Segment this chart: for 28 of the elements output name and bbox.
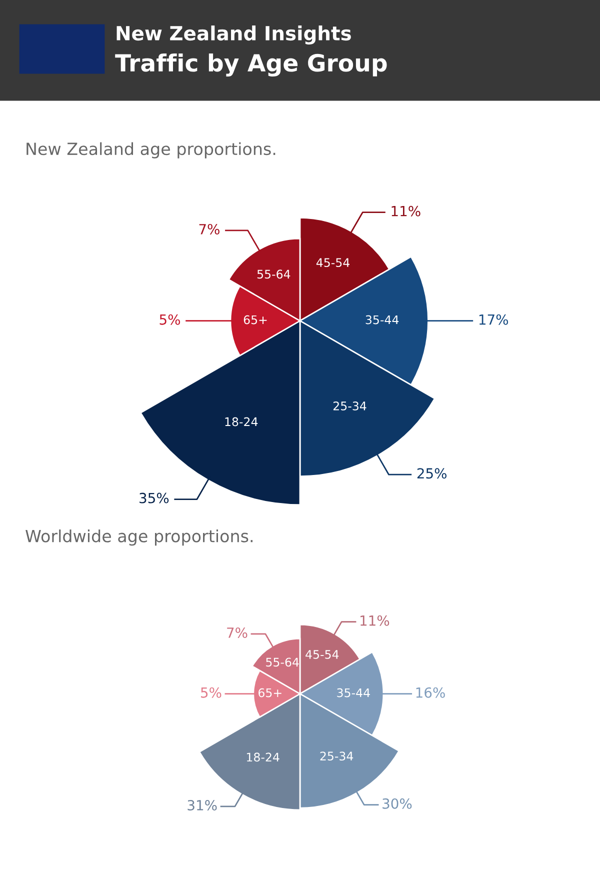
category-label: 65+ xyxy=(244,315,267,324)
category-label: 18-24 xyxy=(225,417,258,426)
text: New Zealand age proportions. xyxy=(26,142,276,158)
category-label: 35-44 xyxy=(366,315,399,324)
category-label: 18-24 xyxy=(246,752,280,762)
data-label: 30% xyxy=(382,798,412,809)
category-label: 45-54 xyxy=(316,258,350,268)
data-label: 35% xyxy=(140,492,169,504)
category-label: 65+ xyxy=(258,688,282,698)
data-label: 17% xyxy=(479,314,508,325)
data-label: 7% xyxy=(199,224,220,234)
category-label: 55-64 xyxy=(257,270,290,279)
data-label: 31% xyxy=(188,800,217,810)
category-label: 25-34 xyxy=(333,401,366,410)
data-label: 5% xyxy=(160,314,180,325)
data-label: 11% xyxy=(392,206,420,216)
text: Worldwide age proportions. xyxy=(26,529,252,546)
text: New Zealand Insights xyxy=(116,26,351,44)
data-label: 16% xyxy=(416,687,445,698)
text: Traffic by Age Group xyxy=(115,53,387,77)
data-label: 11% xyxy=(360,615,390,626)
category-label: 45-54 xyxy=(306,650,339,659)
category-label: 55-64 xyxy=(266,658,299,667)
data-label: 25% xyxy=(417,468,446,479)
category-label: 25-34 xyxy=(320,752,354,761)
data-label: 5% xyxy=(201,687,222,698)
category-label: 35-44 xyxy=(337,688,370,698)
data-label: 7% xyxy=(227,627,248,638)
